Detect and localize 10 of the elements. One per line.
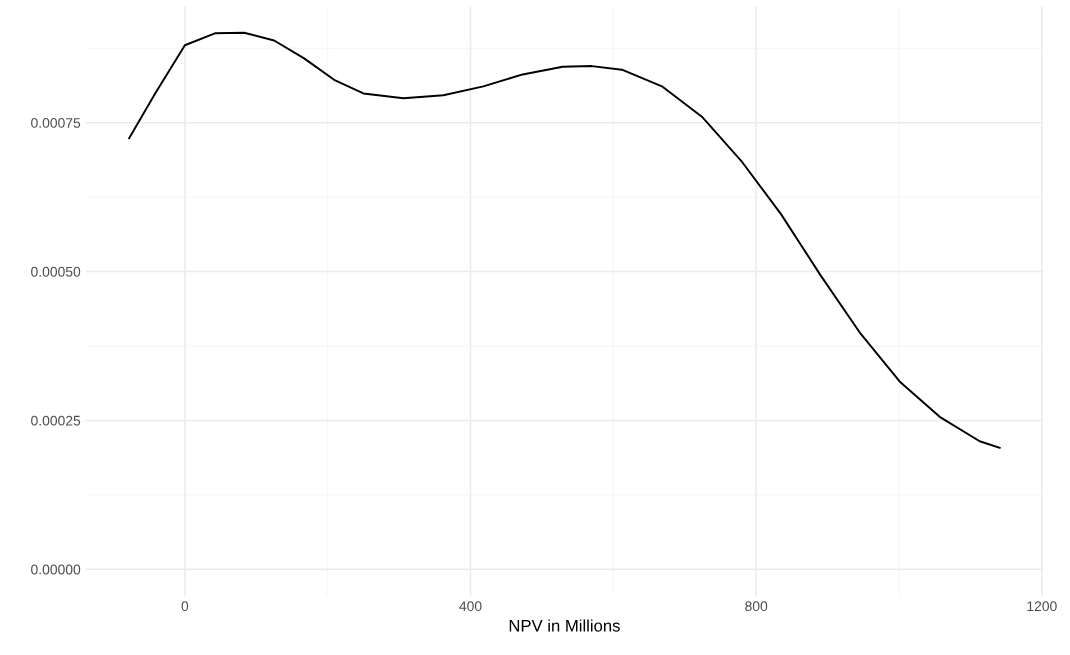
x-tick-label: 1200: [1027, 601, 1057, 612]
x-tick-label: 0: [181, 601, 189, 612]
x-tick-label: 800: [745, 601, 768, 612]
y-tick-label: 0.00025: [31, 415, 81, 426]
x-tick-label: 400: [459, 601, 482, 612]
line-series: [128, 31, 1001, 449]
y-tick-label: 0.00075: [31, 118, 81, 128]
y-tick-label: 0.00050: [31, 266, 81, 277]
y-tick-label: 0.00000: [31, 564, 81, 575]
x-axis-title: NPV in Millions: [509, 619, 620, 632]
